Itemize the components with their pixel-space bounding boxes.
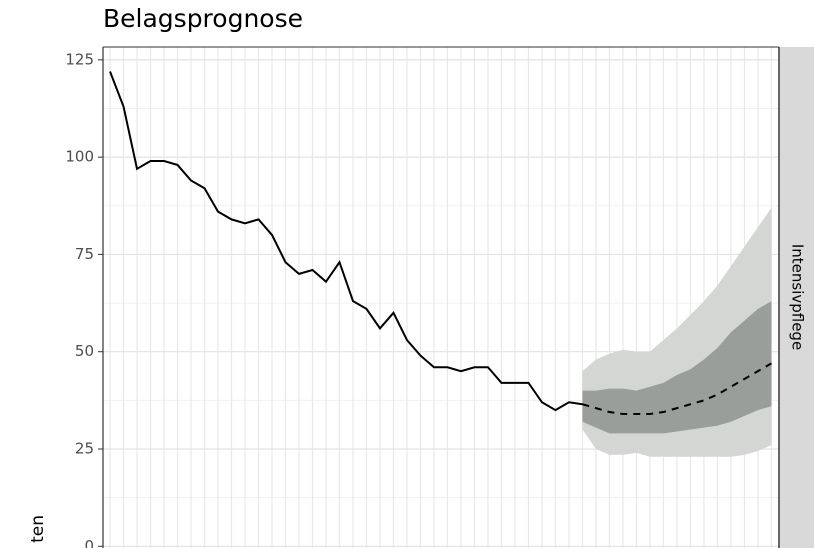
y-tick-label: 75 [75, 245, 94, 263]
y-axis-label: ten [28, 515, 48, 543]
inner-band [582, 301, 772, 434]
series-line [109, 71, 583, 412]
chart-title: Belagsprognose [103, 4, 303, 33]
facet-label: Intensivpflege [789, 244, 807, 350]
y-tick-label: 0 [84, 537, 94, 548]
y-tick-label: 125 [65, 50, 94, 68]
forecast-line [582, 362, 772, 415]
y-tick-label: 100 [65, 148, 94, 166]
y-tick-label: 50 [75, 342, 94, 360]
y-tick-label: 25 [75, 439, 94, 457]
facet-strip [780, 47, 814, 548]
